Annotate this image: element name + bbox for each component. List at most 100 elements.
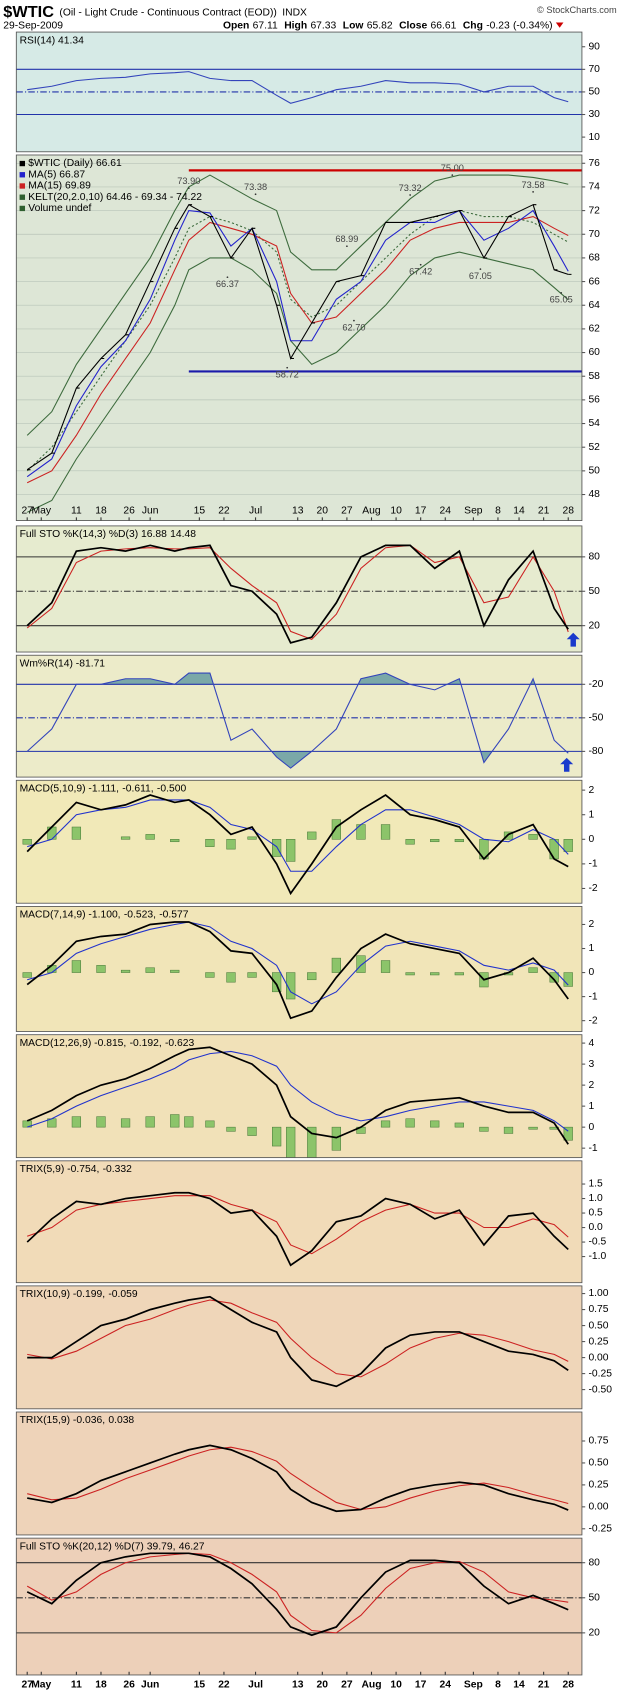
band-fill [27,751,569,769]
annotation: 62.70 [342,323,365,333]
panel-background [16,1285,582,1409]
series-line [26,215,569,484]
legend-text: TRIX(10,9) -0.199, [20,1289,106,1300]
series-line [27,1295,569,1388]
histogram-bar [528,834,538,840]
x-tick-label: 15 [194,1679,206,1690]
legend-text: -0.059 [108,1289,138,1300]
x-tick-label: 27 [341,1679,353,1690]
legend-text: MA(15) 69.89 [28,181,91,192]
quote-value: 65.82 [367,20,393,31]
quote-label: Low [343,20,364,31]
panel-background [16,154,582,521]
panel-background [16,525,582,653]
legend-marker [19,160,26,167]
panel [16,672,582,769]
panel-background [16,1538,582,1675]
quote-label: Open [223,20,249,31]
histogram-bar [563,1126,573,1141]
x-tick-label: 15 [194,506,206,517]
annotation-point [254,193,257,196]
x-tick-label: 22 [218,1679,230,1690]
histogram-bar [170,839,180,843]
histogram-bar [272,839,282,857]
annotation: 73.38 [244,182,267,192]
series-line [26,209,569,478]
y-tick-label: 1.0 [588,1193,603,1204]
y-tick-label: 56 [588,395,600,406]
x-tick-label: 18 [95,1679,107,1690]
x-tick-label: May [31,1679,51,1690]
panel [27,1444,569,1513]
y-tick-label: 4 [588,1038,594,1049]
panel [16,544,582,644]
annotation-point [353,319,355,322]
y-tick-label: 3 [588,1059,594,1070]
histogram-bar [331,1126,341,1151]
y-tick-label: 0.25 [588,1336,608,1347]
x-tick-label: Sep [464,1679,483,1690]
y-tick-label: 64 [588,300,600,311]
histogram-bar [247,1126,257,1136]
y-tick-label: 10 [588,132,600,143]
histogram-bar [380,1120,391,1128]
x-tick-label: 27 [341,506,353,517]
x-tick-label: 26 [123,1679,135,1690]
annotation-point [419,263,422,266]
y-tick-label: 1.5 [588,1179,603,1190]
histogram-bar [120,969,131,973]
panel [26,1191,569,1267]
y-tick-label: 2 [588,1080,594,1091]
histogram-bar [528,967,538,973]
x-tick-label: 8 [495,506,501,517]
legend-text: Wm%R(14) -81.71 [20,659,106,670]
legend-marker [19,194,26,200]
y-tick-label: 0 [588,834,594,845]
histogram-bar [405,1118,415,1128]
panel-background [16,780,582,904]
description: (Oil - Light Crude - Continuous Contract… [59,8,276,19]
y-tick-label: -2 [588,883,597,894]
annotation: 58.72 [276,370,299,380]
x-tick-label: 27 [21,506,33,517]
x-tick-label: 14 [513,1679,525,1690]
panel-border [15,154,583,521]
x-tick-label: 11 [71,1679,82,1690]
y-tick-label: 1 [588,1101,594,1112]
legend-text: MA(5) 66.87 [28,170,85,181]
x-tick-label: 20 [317,506,329,517]
panel-background [16,1412,582,1535]
y-tick-label: 90 [588,41,600,52]
series-line [27,71,569,104]
y-tick-label: 0.50 [588,1458,608,1469]
series-line [27,1444,569,1513]
legend-text: MACD(12,26,9) -0.815, [20,1038,127,1049]
series-line [26,794,569,896]
down-arrow [555,22,564,28]
y-tick-label: 0.25 [588,1480,608,1491]
y-tick-label: 66 [588,276,600,287]
x-tick-label: 13 [292,506,304,517]
legend-text: 0.038 [108,1415,134,1426]
series-line [27,1299,569,1378]
date: 29-Sep-2009 [3,20,63,31]
histogram-bar [405,839,415,845]
change-label: Chg [463,20,483,31]
y-tick-label: 2 [588,919,594,930]
exchange: INDX [282,8,307,19]
histogram-bar [430,839,440,843]
series-line [26,544,569,641]
histogram-bar [184,1116,194,1128]
annotation: 67.42 [409,267,432,277]
series-line [26,672,569,769]
histogram-bar [205,839,215,847]
histogram-bar [286,839,296,862]
legend-marker [19,172,26,178]
panel-border [15,905,583,1032]
histogram-bar [22,839,32,845]
x-tick-label: 26 [123,506,135,517]
y-tick-label: 60 [588,347,600,358]
y-tick-label: 76 [588,158,600,169]
x-tick-label: May [32,506,52,517]
